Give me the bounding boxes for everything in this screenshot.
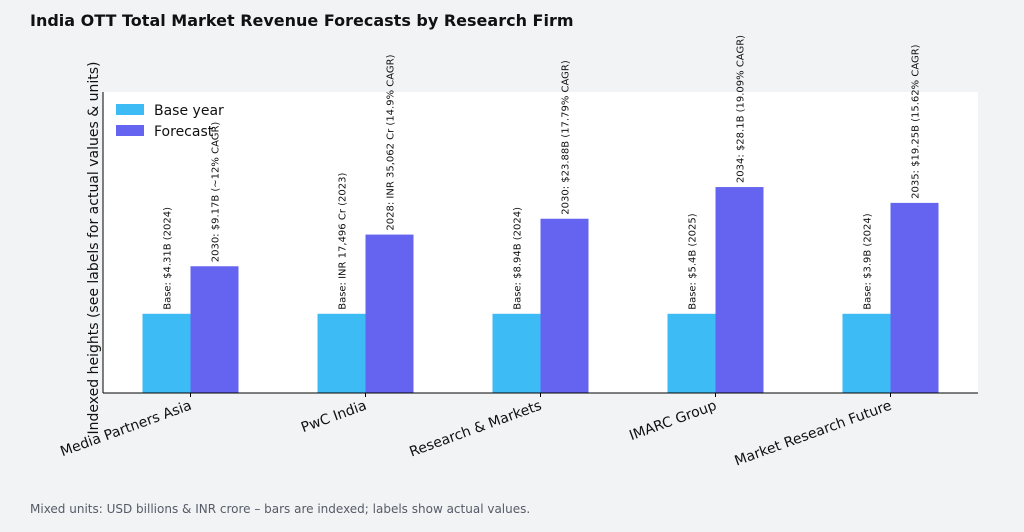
- bar-forecast-imarc-group: [715, 187, 764, 393]
- chart-title: India OTT Total Market Revenue Forecasts…: [30, 11, 574, 30]
- legend-swatch-base-year: [116, 104, 144, 115]
- bar-forecast-media-partners-asia: [190, 266, 239, 393]
- bar-base-year-media-partners-asia: [142, 313, 191, 393]
- bar-base-year-imarc-group: [667, 313, 716, 393]
- x-tick-label-media-partners-asia: Media Partners Asia: [58, 398, 194, 460]
- bar-base-year-market-research-future: [842, 313, 891, 393]
- bar-forecast-market-research-future: [890, 202, 939, 393]
- x-tick-label-research-markets: Research & Markets: [407, 398, 544, 461]
- data-label-forecast-pwc-india: 2028: INR 35,062 Cr (14.9% CAGR): [386, 54, 397, 230]
- x-tick-label-imarc-group: IMARC Group: [627, 398, 719, 444]
- bar-base-year-research-markets: [492, 313, 541, 393]
- bar-labels-layer: Base: $4.31B (2024) 2030: $9.17B (~12% CA…: [163, 35, 922, 310]
- legend: Base year Forecast: [116, 103, 224, 140]
- y-axis-label: Indexed heights (see labels for actual v…: [86, 62, 102, 435]
- data-label-base-year-media-partners-asia: Base: $4.31B (2024): [163, 207, 174, 310]
- bars-layer: [142, 187, 939, 393]
- legend-swatch-forecast: [116, 125, 144, 136]
- data-label-forecast-media-partners-asia: 2030: $9.17B (~12% CAGR): [211, 122, 222, 263]
- x-tick-labels: Media Partners Asia PwC India Research & M…: [58, 393, 894, 469]
- legend-label-forecast: Forecast: [154, 124, 214, 140]
- legend-label-base-year: Base year: [154, 103, 224, 119]
- bar-base-year-pwc-india: [317, 313, 366, 393]
- bar-forecast-research-markets: [540, 218, 589, 393]
- x-tick-label-market-research-future: Market Research Future: [733, 398, 894, 470]
- data-label-base-year-research-markets: Base: $8.94B (2024): [513, 207, 524, 310]
- data-label-forecast-market-research-future: 2035: $19.25B (15.62% CAGR): [911, 44, 922, 199]
- x-tick-label-pwc-india: PwC India: [299, 398, 369, 436]
- data-label-forecast-imarc-group: 2034: $28.1B (19.09% CAGR): [736, 35, 747, 183]
- data-label-base-year-market-research-future: Base: $3.9B (2024): [863, 213, 874, 310]
- data-label-base-year-imarc-group: Base: $5.4B (2025): [688, 213, 699, 310]
- footnote: Mixed units: USD billions & INR crore – …: [30, 502, 531, 516]
- bar-forecast-pwc-india: [365, 234, 414, 393]
- data-label-base-year-pwc-india: Base: INR 17,496 Cr (2023): [338, 173, 349, 310]
- data-label-forecast-research-markets: 2030: $23.88B (17.79% CAGR): [561, 60, 572, 215]
